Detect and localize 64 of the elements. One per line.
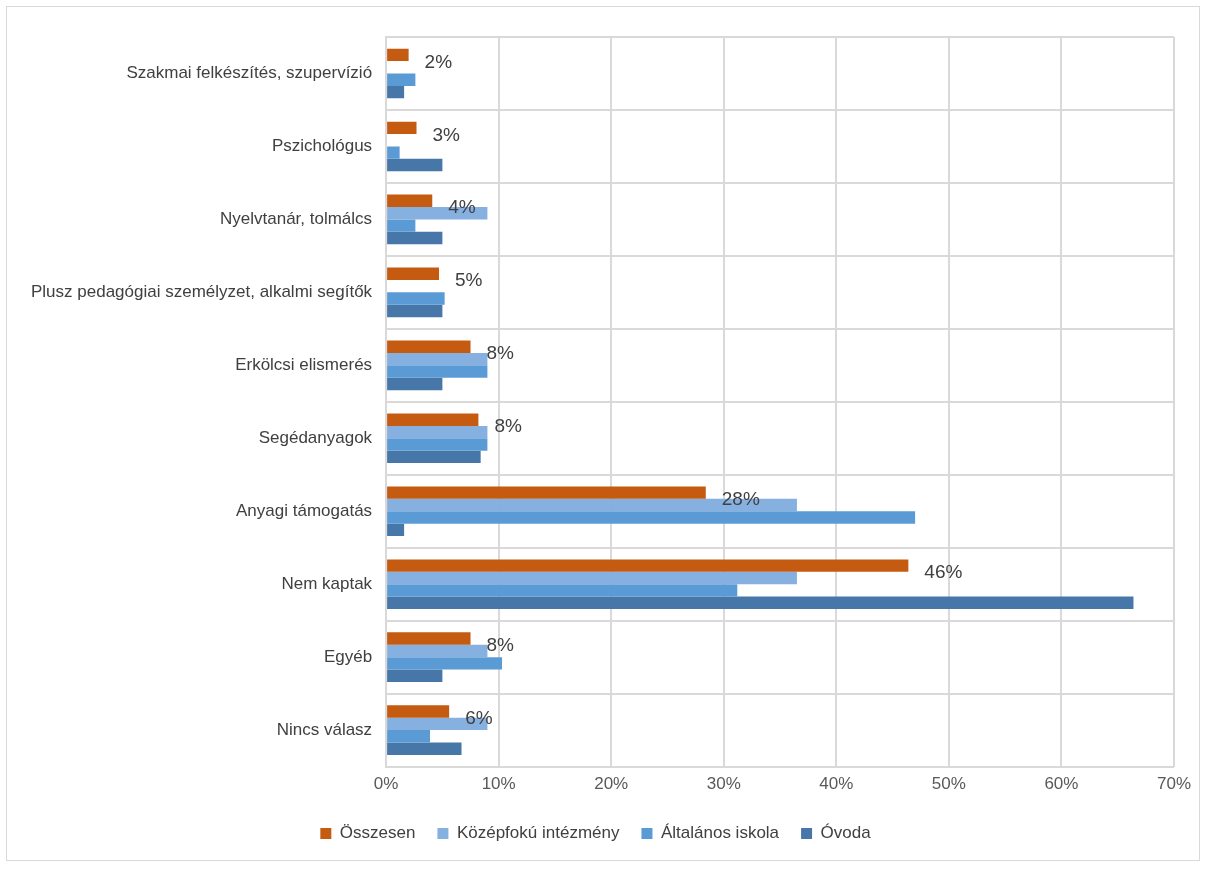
bar — [387, 571, 797, 585]
x-tick-label: 40% — [819, 774, 854, 794]
bar — [387, 413, 479, 426]
bar — [387, 559, 909, 572]
legend-label: Óvoda — [820, 823, 872, 843]
data-label: 2% — [424, 50, 453, 72]
legend-label: Középfokú intézmény — [456, 823, 620, 843]
bar — [387, 365, 488, 378]
bar — [387, 121, 417, 135]
bar — [387, 742, 462, 755]
x-tick-label: 0% — [373, 774, 399, 794]
bar — [387, 584, 738, 597]
bar — [387, 438, 488, 451]
bar — [387, 377, 443, 391]
bar — [387, 632, 471, 645]
y-tick-label: Egyéb — [323, 646, 373, 666]
x-tick-label: 30% — [706, 774, 741, 794]
bar — [387, 292, 445, 305]
bar — [387, 146, 400, 159]
y-tick-label: Nincs válasz — [276, 719, 373, 739]
x-tick-label: 70% — [1156, 774, 1191, 794]
y-tick-label: Pszichológus — [271, 136, 373, 156]
bar — [387, 194, 433, 207]
y-tick-label: Segédanyagok — [258, 427, 373, 447]
data-label: 8% — [486, 342, 515, 364]
y-tick-label: Erkölcsi elismerés — [235, 355, 373, 375]
bar — [387, 48, 409, 62]
bar — [387, 340, 471, 353]
y-tick-label: Szakmai felkészítés, szupervízió — [126, 63, 373, 83]
y-tick-label: Anyagi támogatás — [236, 500, 373, 520]
bar — [387, 231, 443, 245]
bar — [387, 705, 450, 718]
data-label: 3% — [432, 123, 461, 145]
bar — [387, 523, 405, 537]
x-tick-label: 20% — [594, 774, 629, 794]
legend-label: Általános iskola — [660, 823, 780, 843]
x-tick-label: 60% — [1044, 774, 1079, 794]
x-tick-label: 50% — [931, 774, 966, 794]
bar — [387, 158, 443, 172]
bar — [387, 304, 443, 318]
bar — [387, 73, 416, 86]
bar — [387, 511, 916, 524]
bar — [387, 219, 416, 232]
bar — [387, 450, 481, 464]
bar — [387, 425, 488, 439]
bar — [387, 267, 440, 280]
data-label: 5% — [455, 269, 483, 291]
bar — [387, 669, 443, 682]
bar — [387, 644, 488, 658]
legend-label: Összesen — [339, 823, 416, 843]
bar — [387, 730, 431, 743]
data-label: 8% — [494, 415, 522, 437]
bar — [387, 657, 503, 670]
y-tick-label: Plusz pedagógiai személyzet, alkalmi segítők — [30, 282, 373, 302]
data-label: 8% — [486, 634, 515, 656]
bar — [387, 486, 706, 499]
data-label: 6% — [465, 707, 493, 729]
bar — [387, 352, 488, 366]
y-tick-label: Nyelvtanár, tolmálcs — [219, 209, 373, 229]
x-tick-label: 10% — [481, 774, 516, 794]
bar — [387, 596, 1134, 610]
bar — [387, 85, 405, 99]
data-label: 46% — [924, 561, 963, 583]
y-tick-label: Nem kaptak — [281, 573, 373, 593]
